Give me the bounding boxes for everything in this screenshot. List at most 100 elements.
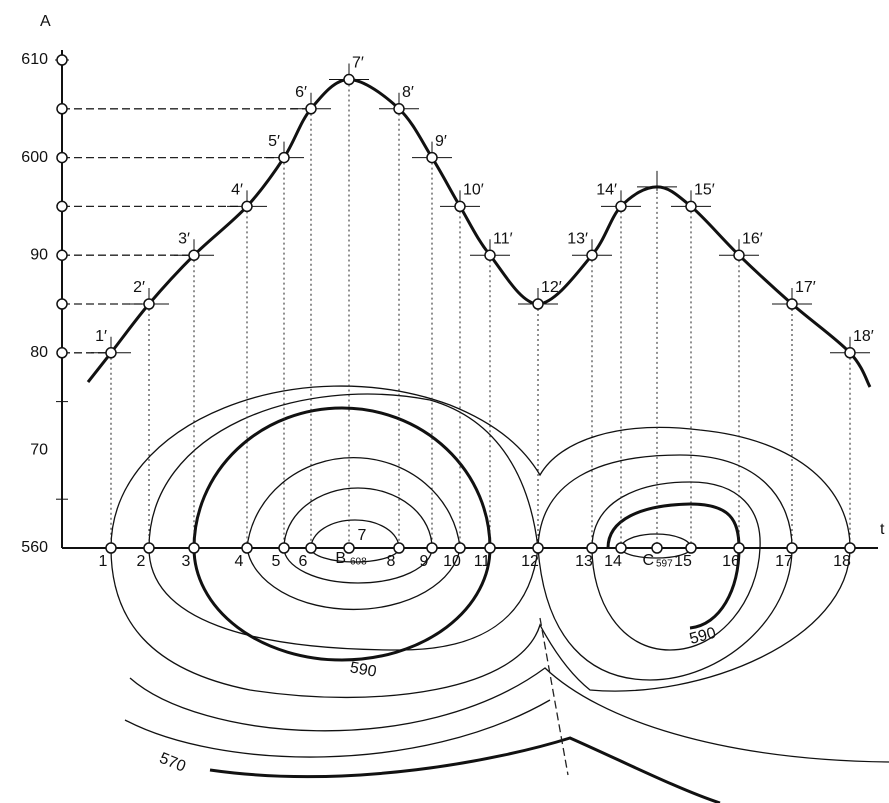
profile-point-label: 3′ xyxy=(178,230,190,247)
profile-point-label: 15′ xyxy=(694,182,715,199)
profile-point xyxy=(393,103,405,115)
summit-elevation: 608 xyxy=(350,557,367,568)
summit-point xyxy=(651,542,663,554)
base-point xyxy=(844,542,856,554)
profile-point-label: 9′ xyxy=(435,133,447,150)
axis-tick-label: 610 xyxy=(21,51,48,68)
base-point-label: 6 xyxy=(299,553,308,570)
profile-point xyxy=(143,298,155,310)
base-point-label: 14 xyxy=(604,553,622,570)
base-point-label: 18 xyxy=(833,553,851,570)
horizontal-axis-label: t xyxy=(880,521,885,538)
profile-point xyxy=(188,249,200,261)
profile-point xyxy=(343,73,355,86)
base-point-label: 9 xyxy=(420,553,429,570)
axis-point xyxy=(56,200,68,213)
profile-point xyxy=(278,151,290,164)
contour xyxy=(246,457,461,611)
base-point-label: 15 xyxy=(674,553,692,570)
profile-point-label: 16′ xyxy=(742,230,763,247)
contour xyxy=(148,393,539,651)
profile-point xyxy=(615,200,627,213)
axis-point xyxy=(56,151,68,164)
base-point-label: 17 xyxy=(775,553,793,570)
base-point xyxy=(615,542,627,554)
base-point-label: 2 xyxy=(137,553,146,570)
profile-point-label: 5′ xyxy=(268,133,280,150)
profile-point-label: 4′ xyxy=(231,182,243,199)
base-point-label: 10 xyxy=(443,553,461,570)
profile-point-label: 14′ xyxy=(596,182,617,199)
axis-point xyxy=(56,249,68,261)
base-point xyxy=(733,542,745,554)
contour xyxy=(129,667,889,763)
axis-point xyxy=(56,103,68,115)
base-point-label: 16 xyxy=(722,553,740,570)
base-point-label: 4 xyxy=(235,553,244,570)
profile-point-label: 11′ xyxy=(493,230,513,247)
profile-point-label: 6′ xyxy=(295,84,307,101)
axis-tick-label: 560 xyxy=(21,539,48,556)
base-point xyxy=(393,542,405,554)
profile-point xyxy=(685,200,697,213)
profile-point-label: 17′ xyxy=(795,279,816,296)
contour-label: 590 xyxy=(688,625,718,648)
base-point xyxy=(786,542,798,554)
summit-label: C xyxy=(642,552,654,569)
contours xyxy=(110,385,889,803)
axis-point xyxy=(56,298,68,310)
base-point xyxy=(105,542,117,554)
profile-point-label: 8′ xyxy=(402,84,414,101)
base-point xyxy=(343,542,355,554)
profile-point-label: 13′ xyxy=(567,230,588,247)
base-point xyxy=(685,542,697,554)
contour xyxy=(124,699,551,758)
base-point xyxy=(532,542,544,554)
axis-tick-label: 80 xyxy=(30,344,48,361)
profile-point-label: 1′ xyxy=(95,328,107,345)
base-point-label: 13 xyxy=(575,553,593,570)
axis-tick-label: 70 xyxy=(30,442,48,459)
base-point-label: 5 xyxy=(272,553,281,570)
profile-point xyxy=(844,347,856,359)
base-point-label: 12 xyxy=(521,553,539,570)
base-point xyxy=(426,542,438,554)
profile-point xyxy=(484,249,496,261)
base-point xyxy=(454,542,466,554)
axis-point xyxy=(56,54,68,66)
base-point xyxy=(143,542,155,554)
base-point-label: 3 xyxy=(182,553,191,570)
summit-elevation: 597 xyxy=(656,559,673,570)
profile-point-label: 12′ xyxy=(541,279,562,296)
profile-point xyxy=(786,298,798,310)
axis-point xyxy=(56,347,68,359)
contour xyxy=(606,502,741,630)
contour xyxy=(209,736,721,803)
base-point xyxy=(278,542,290,554)
base-point-label: 8 xyxy=(387,553,396,570)
profile-point xyxy=(241,200,253,213)
profile-point xyxy=(454,200,466,213)
axis-tick-label: 600 xyxy=(21,149,48,166)
base-point-label: 7 xyxy=(358,527,367,544)
profile-point xyxy=(105,347,117,359)
base-point xyxy=(305,542,317,554)
profile-point xyxy=(305,103,317,115)
profile-point xyxy=(532,298,544,310)
contour xyxy=(192,406,492,662)
contour-label: 570 xyxy=(157,750,188,776)
axis-tick-label: 90 xyxy=(30,246,48,263)
contour-label: 590 xyxy=(349,659,378,680)
profile-point xyxy=(586,249,598,261)
base-point xyxy=(241,542,253,554)
vertical-axis-label: A xyxy=(40,13,51,30)
base-point xyxy=(586,542,598,554)
constructed-elements: 6106009080705601′12′23′34′45′56′67′8′89′… xyxy=(21,51,874,570)
base-point xyxy=(188,542,200,554)
profile-point xyxy=(426,151,438,164)
summit-label: B xyxy=(335,550,346,567)
base-point-label: 11 xyxy=(474,553,491,570)
profile-point-label: 10′ xyxy=(463,182,484,199)
profile-point-label: 2′ xyxy=(133,279,145,296)
profile-point-label: 18′ xyxy=(853,328,874,345)
